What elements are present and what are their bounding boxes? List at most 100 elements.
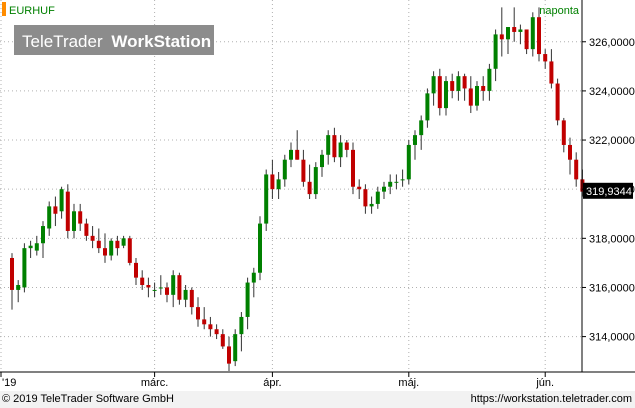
candle-body bbox=[158, 287, 163, 289]
candle bbox=[103, 233, 107, 263]
candle-body bbox=[270, 174, 275, 190]
candle bbox=[568, 137, 572, 175]
candle-body bbox=[258, 223, 262, 273]
candle-body bbox=[16, 285, 21, 290]
candle bbox=[555, 78, 560, 126]
candle-body bbox=[307, 181, 312, 195]
candle bbox=[245, 277, 250, 330]
candle bbox=[196, 297, 200, 327]
candle bbox=[72, 203, 76, 239]
candle-body bbox=[332, 135, 337, 158]
candle-body bbox=[456, 76, 461, 91]
candle-body bbox=[196, 307, 200, 320]
y-tick-label: 322,0000 bbox=[589, 135, 635, 147]
website-link[interactable]: https://workstation.teletrader.com bbox=[470, 393, 632, 405]
candle bbox=[264, 169, 269, 231]
candle bbox=[530, 12, 535, 57]
candle-body bbox=[289, 149, 293, 160]
x-tick-label: '19 bbox=[2, 377, 16, 389]
candle bbox=[152, 282, 157, 298]
candle-body bbox=[388, 181, 393, 187]
candle bbox=[326, 130, 331, 165]
candle-body bbox=[28, 245, 33, 249]
candle-body bbox=[183, 289, 188, 300]
candle-body bbox=[320, 154, 324, 168]
y-tick-label: 314,0000 bbox=[589, 332, 635, 344]
candle-body bbox=[313, 167, 318, 195]
candle bbox=[450, 73, 455, 99]
candle-body bbox=[84, 223, 89, 236]
candle-body bbox=[338, 142, 343, 158]
candle-body bbox=[208, 324, 213, 330]
candle-body bbox=[344, 142, 349, 150]
candle bbox=[289, 142, 293, 168]
candle bbox=[146, 277, 151, 298]
candle-body bbox=[506, 27, 510, 40]
candle-body bbox=[121, 238, 126, 246]
candle-body bbox=[189, 289, 194, 308]
candle-body bbox=[96, 240, 101, 249]
y-tick-label: 324,0000 bbox=[589, 86, 635, 98]
candle-body bbox=[103, 248, 107, 256]
candle bbox=[134, 257, 138, 286]
candle-body bbox=[301, 159, 306, 182]
candle-body bbox=[468, 88, 473, 106]
candle bbox=[518, 24, 523, 45]
candle bbox=[22, 243, 27, 293]
x-tick-label: máj. bbox=[398, 377, 419, 389]
candle bbox=[258, 216, 262, 281]
candle bbox=[28, 240, 33, 258]
candle-body bbox=[475, 85, 479, 106]
candle-body bbox=[251, 272, 256, 283]
candle-body bbox=[34, 243, 39, 251]
candle-body bbox=[462, 76, 467, 89]
candle bbox=[233, 329, 238, 367]
candle bbox=[220, 329, 225, 349]
period-label: naponta bbox=[539, 5, 580, 17]
candle bbox=[301, 149, 306, 187]
candle bbox=[462, 73, 467, 101]
candle bbox=[487, 63, 492, 101]
candle bbox=[425, 88, 430, 128]
copyright-text: © 2019 TeleTrader Software GmbH bbox=[2, 393, 174, 405]
candle-body bbox=[220, 334, 225, 347]
candle-body bbox=[450, 81, 455, 91]
candle bbox=[276, 171, 281, 200]
y-tick-label: 318,0000 bbox=[589, 233, 635, 245]
candle-body bbox=[245, 282, 250, 317]
candle bbox=[357, 179, 362, 200]
candle-body bbox=[59, 189, 64, 212]
candle bbox=[431, 71, 436, 106]
x-tick-label: ápr. bbox=[263, 377, 281, 389]
candle-body bbox=[47, 206, 52, 229]
x-tick-label: jún. bbox=[535, 377, 554, 389]
candle bbox=[561, 117, 566, 153]
footer: © 2019 TeleTrader Software GmbH https://… bbox=[0, 391, 635, 408]
candle bbox=[524, 29, 529, 55]
candle bbox=[202, 307, 207, 330]
candle bbox=[90, 226, 95, 249]
candle bbox=[499, 7, 504, 57]
candle-body bbox=[165, 287, 169, 295]
candle bbox=[270, 159, 275, 200]
candle bbox=[59, 186, 64, 219]
candle-body bbox=[444, 81, 448, 109]
candle bbox=[332, 127, 337, 163]
candle bbox=[574, 152, 579, 187]
candle bbox=[320, 149, 324, 177]
candle-body bbox=[487, 68, 492, 91]
candle bbox=[10, 253, 14, 310]
candle bbox=[475, 81, 479, 111]
candle-body bbox=[561, 120, 566, 145]
candle-body bbox=[90, 235, 95, 241]
candle bbox=[208, 316, 213, 337]
candle bbox=[96, 228, 101, 254]
candle-body bbox=[419, 120, 424, 136]
candle-body bbox=[264, 174, 269, 224]
candle bbox=[549, 49, 554, 89]
candle bbox=[282, 154, 287, 187]
candle-body bbox=[152, 289, 157, 291]
candle-body bbox=[425, 93, 430, 121]
candle bbox=[344, 140, 349, 158]
candle bbox=[239, 312, 244, 352]
